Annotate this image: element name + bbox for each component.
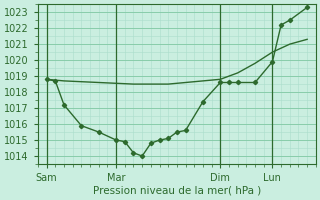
- X-axis label: Pression niveau de la mer( hPa ): Pression niveau de la mer( hPa ): [93, 186, 261, 196]
